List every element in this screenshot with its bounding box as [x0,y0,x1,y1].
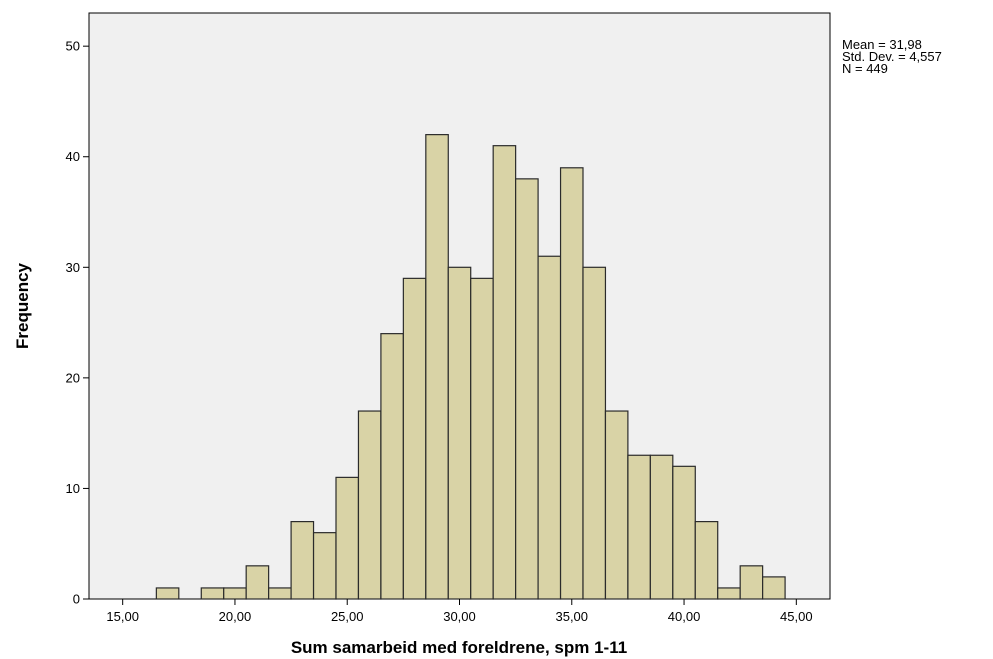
y-tick-label: 40 [66,149,80,164]
statistics-box: Mean = 31,98 Std. Dev. = 4,557 N = 449 [842,37,942,76]
histogram-bar [402,277,427,600]
y-axis-title: Frequency [13,262,32,349]
histogram-bar [268,587,292,600]
histogram-bar [290,520,315,600]
histogram-bar [223,587,247,600]
histogram-bar [357,410,382,600]
x-tick-label: 15,00 [106,609,139,624]
y-axis: 0 10 20 30 40 50 [66,39,89,607]
histogram-bar [492,145,517,600]
histogram-bar [200,587,225,600]
x-tick-label: 35,00 [555,609,588,624]
histogram-bar [312,532,337,600]
histogram-bar [762,576,786,600]
x-axis: 15,00 20,00 25,00 30,00 35,00 40,00 45,00 [106,599,813,624]
histogram-bar [515,178,539,600]
x-tick-label: 25,00 [331,609,364,624]
y-tick-label: 50 [66,39,80,54]
histogram-bar [582,266,607,600]
y-tick-label: 0 [73,592,80,607]
histogram-bar [627,454,651,600]
histogram-bar [447,266,472,600]
histogram-bar [537,255,562,600]
histogram-bar [559,167,584,600]
x-tick-label: 45,00 [780,609,813,624]
histogram-bar [380,333,404,600]
y-tick-label: 10 [66,481,80,496]
x-tick-label: 30,00 [443,609,476,624]
y-tick-label: 20 [66,370,80,385]
y-tick-label: 30 [66,260,80,275]
histogram-bar [245,565,270,600]
histogram-bar [672,465,696,600]
n-stat: N = 449 [842,61,888,76]
histogram-bar [425,134,449,600]
histogram-bar [649,454,674,600]
histogram-bar [717,587,741,600]
x-tick-label: 20,00 [219,609,252,624]
histogram-bar [470,277,494,600]
histogram-bar [604,410,629,600]
histogram-bar [739,565,764,600]
x-axis-title: Sum samarbeid med foreldrene, spm 1-11 [291,638,627,657]
x-tick-label: 40,00 [668,609,701,624]
histogram-bar [155,587,180,600]
mean-stat: Mean = 31,98 [842,37,922,52]
histogram-bar [335,476,360,600]
histogram-bar [694,520,719,600]
std-dev-stat: Std. Dev. = 4,557 [842,49,942,64]
